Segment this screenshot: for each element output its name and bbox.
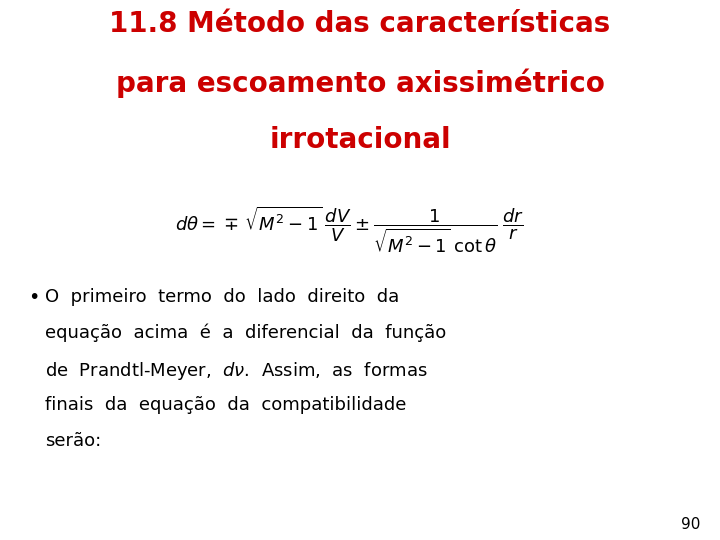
Text: equação  acima  é  a  diferencial  da  função: equação acima é a diferencial da função xyxy=(45,324,446,342)
Text: irrotacional: irrotacional xyxy=(269,126,451,154)
Text: de  Prandtl-Meyer,  $d\nu$.  Assim,  as  formas: de Prandtl-Meyer, $d\nu$. Assim, as form… xyxy=(45,360,428,382)
Text: para escoamento axissimétrico: para escoamento axissimétrico xyxy=(116,68,604,98)
Text: 11.8 Método das características: 11.8 Método das características xyxy=(109,10,611,38)
Text: serão:: serão: xyxy=(45,432,102,450)
Text: 90: 90 xyxy=(680,517,700,532)
Text: finais  da  equação  da  compatibilidade: finais da equação da compatibilidade xyxy=(45,396,406,414)
Text: O  primeiro  termo  do  lado  direito  da: O primeiro termo do lado direito da xyxy=(45,288,400,306)
Text: •: • xyxy=(28,288,40,307)
Text: $d\theta = \mp\,\sqrt{M^2-1}\;\dfrac{dV}{V} \pm \dfrac{1}{\sqrt{M^2-1}\;\cot\the: $d\theta = \mp\,\sqrt{M^2-1}\;\dfrac{dV}… xyxy=(176,205,525,255)
